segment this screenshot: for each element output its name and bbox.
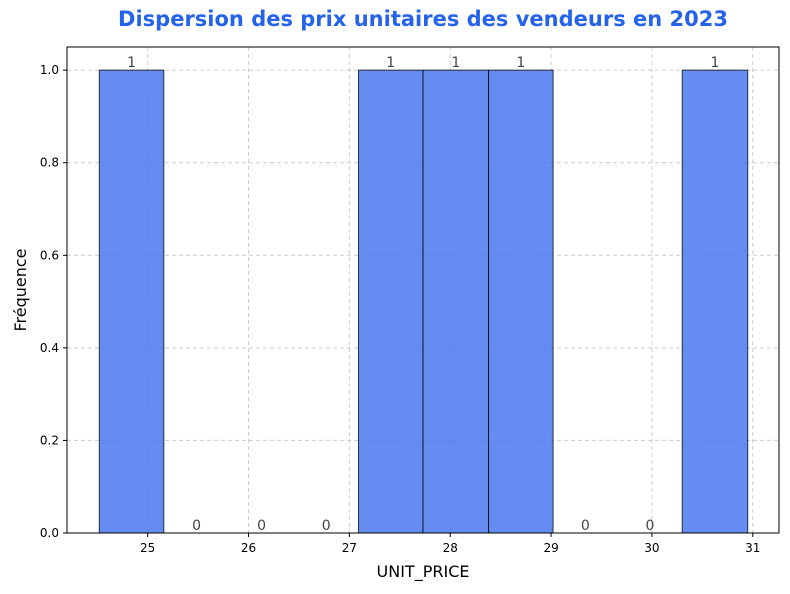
bar-data-label: 1	[516, 55, 525, 71]
y-tick-label: 0.4	[40, 341, 59, 355]
y-tick-label: 0.0	[40, 526, 59, 540]
bar-data-label: 1	[451, 55, 460, 71]
bar-data-label: 1	[127, 55, 136, 71]
bar-data-label: 1	[710, 55, 719, 71]
y-tick-label: 0.6	[40, 248, 59, 262]
histogram-bars	[98, 69, 749, 534]
x-tick-label: 30	[644, 541, 659, 555]
x-tick-label: 29	[543, 541, 558, 555]
histogram-bar	[422, 69, 490, 534]
y-tick-label: 0.2	[40, 433, 59, 447]
bar-data-label: 1	[386, 55, 395, 71]
x-tick-label: 27	[342, 541, 357, 555]
y-axis-ticks: 0.0 0.2 0.4 0.6 0.8 1.0	[40, 63, 67, 540]
histogram-bar	[98, 69, 165, 534]
x-tick-label: 31	[745, 541, 760, 555]
x-axis-label: UNIT_PRICE	[377, 562, 470, 582]
bar-data-label: 0	[645, 518, 654, 534]
bar-data-label: 0	[322, 518, 331, 534]
y-tick-label: 1.0	[40, 63, 59, 77]
bar-data-label: 0	[257, 518, 266, 534]
x-tick-label: 26	[241, 541, 256, 555]
histogram-bar	[488, 69, 554, 534]
x-tick-label: 28	[443, 541, 458, 555]
bar-data-label: 0	[192, 518, 201, 534]
bar-data-labels: 1 0 0 0 1 1 1 0 0 1	[127, 55, 719, 534]
x-axis-ticks: 25 26 27 28 29 30 31	[140, 533, 760, 555]
chart-title: Dispersion des prix unitaires des vendeu…	[118, 7, 728, 31]
y-axis-label: Fréquence	[11, 248, 30, 331]
histogram-bar	[357, 69, 424, 534]
y-tick-label: 0.8	[40, 156, 59, 170]
histogram-bar	[681, 69, 749, 534]
plot-frame	[66, 46, 780, 534]
x-tick-label: 25	[140, 541, 155, 555]
bar-data-label: 0	[581, 518, 590, 534]
